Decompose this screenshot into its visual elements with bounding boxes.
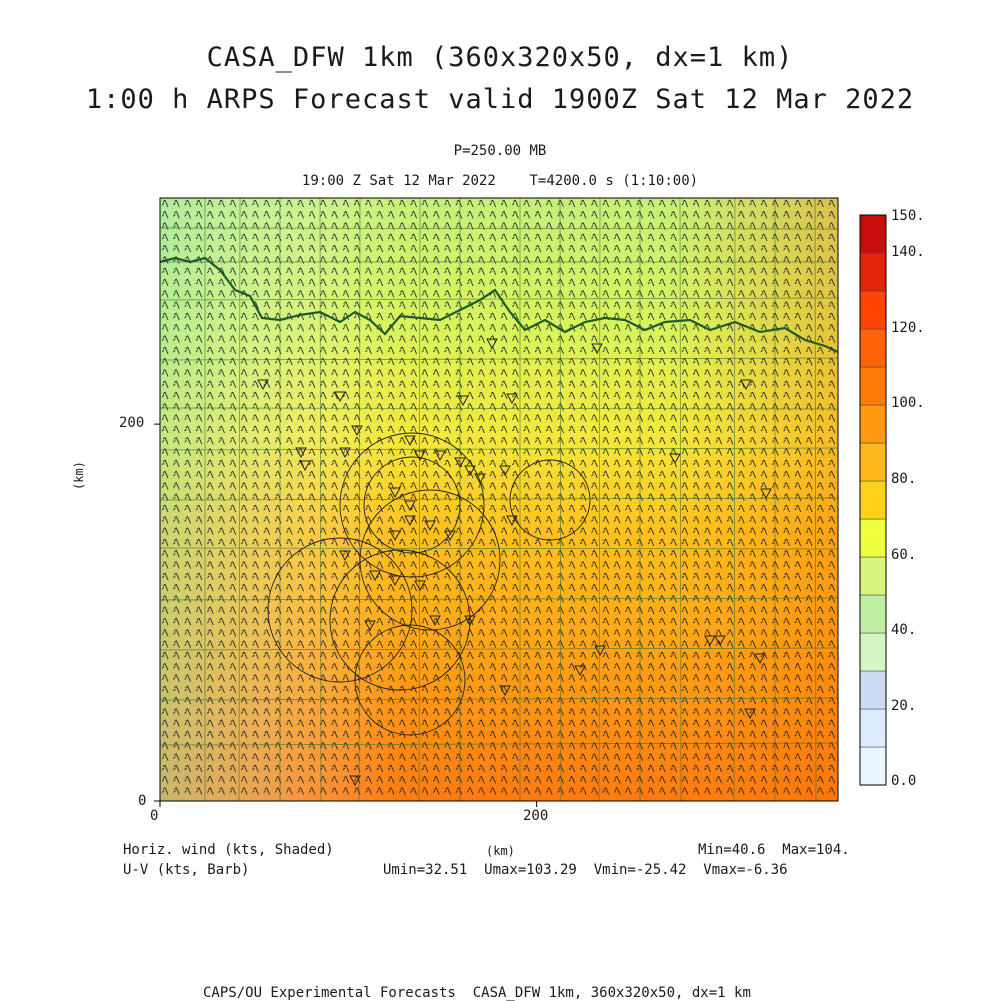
station-marker: [454, 457, 466, 469]
colorbar-swatch: [859, 632, 887, 672]
colorbar-label-80: 80.: [891, 471, 917, 487]
station-marker: [339, 447, 351, 459]
colorbar-swatch: [859, 214, 887, 254]
colorbar-swatch: [859, 594, 887, 634]
station-marker: [257, 379, 269, 391]
station-marker: [404, 515, 416, 527]
station-marker: [744, 708, 756, 720]
station-marker: [424, 520, 436, 532]
station-marker: [414, 450, 426, 462]
colorbar-label-150: 150.: [891, 208, 925, 224]
station-marker: [349, 775, 361, 787]
radar-range-ring: [354, 624, 466, 736]
colorbar-swatch: [859, 366, 887, 406]
radar-range-ring: [339, 432, 485, 578]
station-marker: [295, 447, 307, 459]
colorbar-swatch: [859, 670, 887, 710]
station-marker: [404, 435, 416, 447]
station-marker: [506, 515, 518, 527]
station-marker: [754, 653, 766, 665]
station-marker: [299, 460, 311, 472]
station-marker: [414, 580, 426, 592]
radar-range-ring: [267, 537, 413, 683]
pressure-level: P=250.00 MB: [453, 143, 547, 159]
station-marker: [464, 465, 476, 477]
station-marker: [740, 379, 752, 391]
station-marker: [714, 635, 726, 647]
credit-line: CAPS/OU Experimental Forecasts CASA_DFW …: [203, 985, 751, 1001]
colorbar-swatch: [859, 480, 887, 520]
station-marker: [591, 343, 603, 355]
station-marker: [429, 615, 441, 627]
station-marker: [404, 500, 416, 512]
station-marker: [464, 615, 476, 627]
colorbar-label-120: 120.: [891, 320, 925, 336]
valid-time: 19:00 Z Sat 12 Mar 2022 T=4200.0 s (1:10…: [301, 173, 699, 189]
station-marker: [339, 550, 351, 562]
y-axis-label: (km): [72, 461, 86, 490]
station-marker: [760, 488, 772, 500]
colorbar-swatch: [859, 518, 887, 558]
colorbar-swatch: [859, 290, 887, 330]
plot-frame: [159, 197, 839, 802]
station-marker: [574, 665, 586, 677]
radar-range-ring: [509, 459, 591, 541]
title-line-1: CASA_DFW 1km (360x320x50, dx=1 km): [206, 42, 794, 73]
station-marker: [389, 530, 401, 542]
vector-label: U-V (kts, Barb): [123, 862, 250, 878]
radar-range-ring: [359, 489, 501, 631]
station-marker: [334, 391, 346, 403]
colorbar-label-0: 0.0: [891, 773, 917, 789]
x-axis-label: (km): [486, 844, 515, 858]
radar-range-ring: [363, 456, 461, 554]
min-max-stats: Min=40.6 Max=104.: [698, 842, 850, 858]
station-marker: [704, 635, 716, 647]
station-marker: [499, 465, 511, 477]
station-marker: [444, 530, 456, 542]
colorbar-label-20: 20.: [891, 698, 917, 714]
colorbar-swatch: [859, 708, 887, 748]
colorbar-frame: [859, 214, 887, 786]
station-marker: [499, 685, 511, 697]
colorbar-label-40: 40.: [891, 622, 917, 638]
title-line-2: 1:00 h ARPS Forecast valid 1900Z Sat 12 …: [85, 84, 915, 115]
station-marker: [389, 487, 401, 499]
colorbar-swatch: [859, 252, 887, 292]
uv-stats: Umin=32.51 Umax=103.29 Vmin=-25.42 Vmax=…: [383, 862, 788, 878]
station-marker: [351, 425, 363, 437]
colorbar-label-100: 100.: [891, 395, 925, 411]
y-tick-0: 0: [138, 793, 147, 809]
station-marker: [474, 473, 486, 485]
station-marker: [369, 570, 381, 582]
colorbar-swatch: [859, 556, 887, 596]
colorbar-swatch: [859, 328, 887, 368]
field-label: Horiz. wind (kts, Shaded): [123, 842, 334, 858]
station-marker: [434, 450, 446, 462]
station-marker: [457, 395, 469, 407]
colorbar-swatch: [859, 404, 887, 444]
x-tick-0: 0: [150, 808, 159, 824]
station-marker: [389, 575, 401, 587]
station-marker: [364, 620, 376, 632]
station-marker: [594, 645, 606, 657]
y-tick-200: 200: [119, 415, 145, 431]
station-marker: [486, 338, 498, 350]
station-marker: [506, 393, 518, 405]
station-marker: [669, 453, 681, 465]
colorbar-label-60: 60.: [891, 547, 917, 563]
state-border-river: [159, 256, 839, 353]
colorbar-label-140: 140.: [891, 244, 925, 260]
radar-range-ring: [329, 549, 471, 691]
colorbar-swatch: [859, 442, 887, 482]
x-tick-200: 200: [523, 808, 549, 824]
colorbar-swatch: [859, 746, 887, 786]
plot-area: [154, 197, 887, 807]
